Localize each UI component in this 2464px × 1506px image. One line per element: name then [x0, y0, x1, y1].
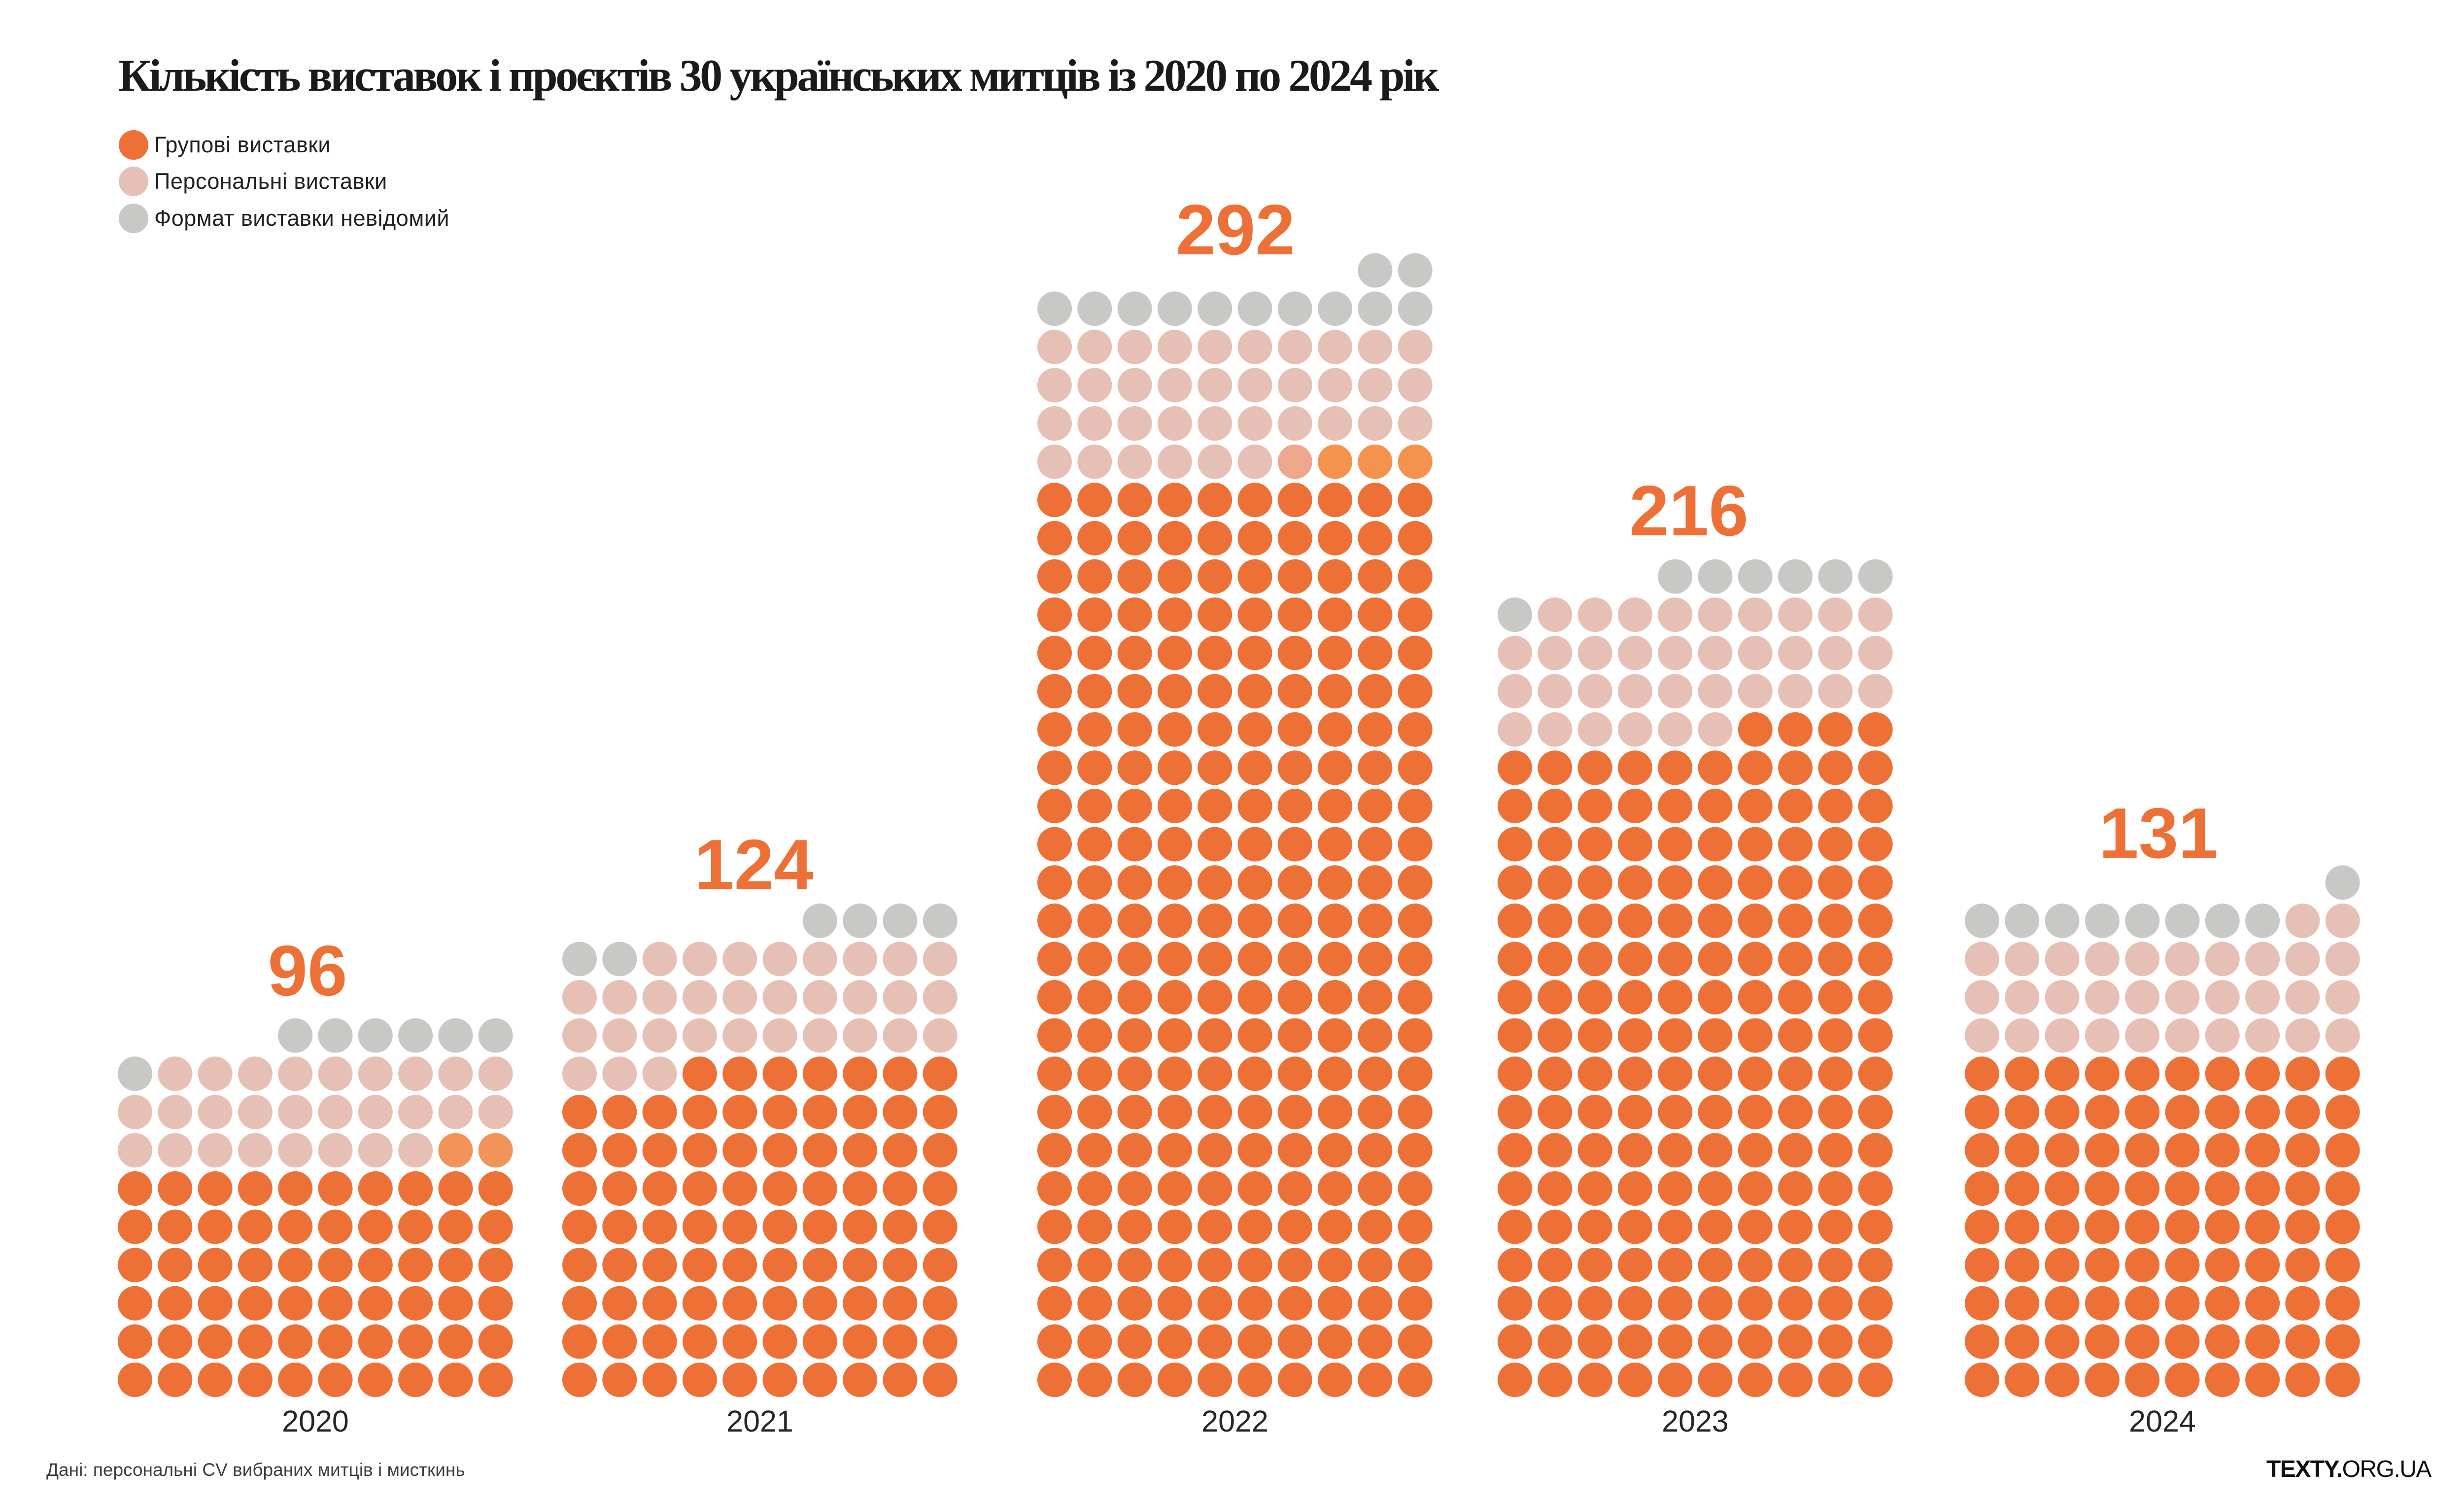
- svg-text:2021: 2021: [726, 1404, 793, 1438]
- svg-text:2022: 2022: [1201, 1404, 1268, 1438]
- svg-text:TEXTY.ORG.UA: TEXTY.ORG.UA: [2266, 1456, 2432, 1482]
- svg-text:2024: 2024: [2129, 1404, 2196, 1438]
- svg-text:Дані: персональні CV вибраних: Дані: персональні CV вибраних митців і м…: [46, 1460, 465, 1480]
- svg-text:124: 124: [694, 825, 814, 905]
- svg-text:Персональні виставки: Персональні виставки: [154, 169, 387, 194]
- svg-text:96: 96: [268, 931, 347, 1011]
- svg-text:292: 292: [1176, 190, 1295, 270]
- svg-text:216: 216: [1629, 471, 1748, 551]
- svg-text:Кількість виставок і проєктів: Кількість виставок і проєктів 30 українс…: [118, 50, 1439, 101]
- svg-text:Групові виставки: Групові виставки: [154, 132, 331, 157]
- svg-text:2020: 2020: [282, 1404, 349, 1438]
- svg-text:131: 131: [2099, 793, 2218, 873]
- svg-text:2023: 2023: [1662, 1404, 1729, 1438]
- svg-text:Формат виставки невідомий: Формат виставки невідомий: [154, 206, 449, 231]
